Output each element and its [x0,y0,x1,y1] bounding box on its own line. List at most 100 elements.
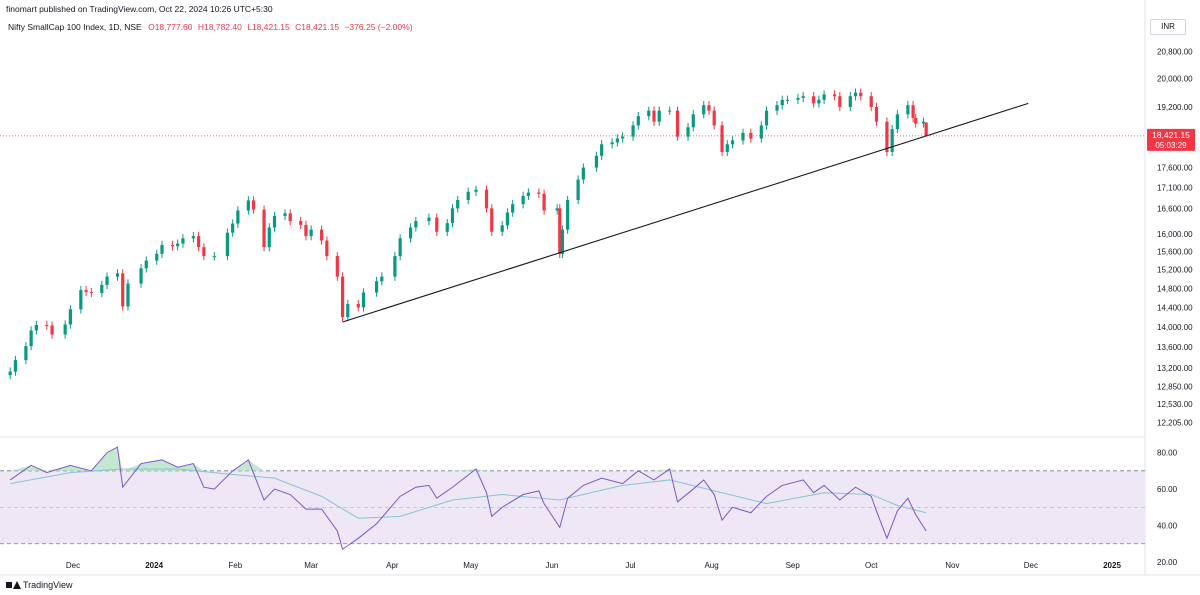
time-axis-label: May [463,561,478,570]
price-axis-tick-label: 16,000.00 [1157,230,1193,239]
candle-body [45,324,49,326]
candle-body [615,138,619,143]
candle-body [631,125,635,137]
price-axis-tick-label: 12,205.00 [1157,419,1193,428]
candle-body [13,360,18,372]
time-axis-label: Feb [228,561,242,570]
candle-body [34,324,38,331]
price-axis-tick-label: 14,800.00 [1157,284,1193,293]
price-axis-tick-label: 17,100.00 [1157,184,1193,193]
candle-body [594,155,599,168]
price-axis-tick-label: 13,200.00 [1157,364,1193,373]
candle-body [309,229,313,237]
candle-body [427,217,431,222]
candle-body [822,94,826,100]
candle-body [84,290,88,293]
candle-body [759,125,763,139]
candle-body [456,199,460,209]
tradingview-logo-icon [6,581,21,589]
candle-body [812,96,816,104]
candle-body [466,191,470,200]
price-axis-tick-label: 12,530.00 [1157,400,1193,409]
candle-body [647,110,651,117]
candle-body [537,192,541,194]
rsi-axis-tick-label: 40.00 [1157,522,1178,531]
candle-body [144,260,148,269]
price-axis-tick-label: 14,000.00 [1157,323,1193,332]
candle-body [68,309,72,325]
price-axis-tick-label: 20,800.00 [1157,47,1193,56]
rsi-axis-tick-label: 60.00 [1157,485,1178,494]
candle-body [505,212,510,226]
chart-legend: Nifty SmallCap 100 Index, 1D, NSE O18,77… [8,22,416,32]
candle-body [50,325,54,335]
candle-body [853,92,858,97]
candle-body [555,208,559,211]
candle-body [356,303,360,308]
candle-body [764,110,769,126]
candle-body [859,92,863,97]
candle-body [801,96,805,98]
rsi-axis-tick-label: 80.00 [1157,449,1178,458]
candle-body [707,105,711,111]
candle-body [869,96,873,108]
candle-body [581,167,585,180]
candle-body [181,238,185,244]
candle-body [610,142,614,145]
candle-body [500,225,504,232]
candle-body [686,127,690,137]
candle-body [212,256,216,258]
tradingview-logo[interactable]: TradingView [6,580,73,590]
candle-body [838,96,842,108]
candle-body [484,189,489,209]
candle-body [921,121,926,124]
price-axis-tick-label: 14,400.00 [1157,303,1193,312]
legend-low: L18,421.15 [247,22,290,32]
candle-body [521,195,525,205]
candle-body [170,244,175,247]
support-trendline[interactable] [342,102,1029,323]
candle-body [576,179,580,200]
candle-body [668,110,672,112]
candle-body [848,96,852,108]
candle-body [785,99,790,101]
candle-body [251,200,256,210]
candle-body [741,132,745,141]
time-axis-label: Sep [786,561,801,570]
candle-body [29,330,33,347]
time-axis-label: Nov [945,561,959,570]
currency-button[interactable]: INR [1150,19,1186,35]
price-axis-tick-label: 20,000.00 [1157,75,1193,84]
candle-body [409,227,413,239]
candle-body [398,238,402,257]
candle-body [139,268,143,284]
candle-body [675,110,680,137]
candle-body [906,105,910,115]
candle-body [191,236,195,239]
candle-body [160,244,164,254]
candle-body [566,199,570,230]
time-axis-label: 2024 [145,561,163,570]
candle-body [115,273,120,277]
candle-body [202,247,206,257]
legend-change: −376.25 (−2.00%) [344,22,413,32]
candle-body [340,276,345,318]
candle-body [796,97,800,100]
time-axis-label: Apr [386,561,399,570]
candle-body [63,324,67,335]
candle-body [346,303,350,318]
candle-body [885,121,889,152]
candle-body [620,136,625,139]
candle-body [262,209,266,248]
candle-body [231,223,235,233]
rsi-line [9,446,927,551]
candle-body [155,253,159,261]
candle-body [374,281,379,293]
time-axis-label: Dec [1024,561,1038,570]
last-price-label-bg [1147,128,1195,151]
candle-body [832,94,837,97]
candle-body [874,107,879,122]
price-axis-tick-label: 19,200.00 [1157,103,1193,112]
candle-body [511,204,515,213]
